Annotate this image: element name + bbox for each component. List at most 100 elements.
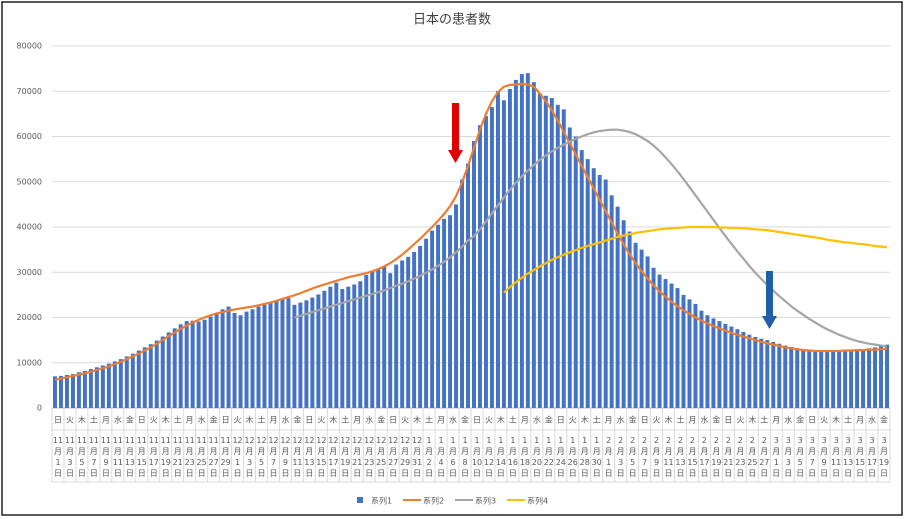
- weekday-label: 水: [365, 415, 373, 425]
- weekday-label: 日: [138, 416, 146, 425]
- x-tick-label: 11 月 7 日: [89, 436, 99, 478]
- weekday-label: 月: [688, 416, 696, 425]
- bar: [807, 350, 812, 408]
- weekday-label: 木: [413, 415, 421, 425]
- weekday-label: 月: [605, 416, 613, 425]
- blue-arrow-head: [762, 316, 777, 329]
- plot: 0 10000 20000 30000 40000 50000 60000 70000 8000…: [17, 42, 891, 506]
- bar: [783, 345, 788, 408]
- x-tick-label: 11 月 1 日: [53, 436, 63, 478]
- bar: [340, 288, 345, 408]
- bar: [106, 363, 111, 408]
- red-arrow-shaft: [452, 103, 459, 153]
- y-tick-label: 60000: [17, 132, 42, 141]
- bar: [286, 298, 291, 408]
- legend-label: 系列2: [423, 496, 444, 506]
- bar: [705, 315, 710, 408]
- weekday-label: 土: [677, 415, 685, 425]
- x-tick-label: 2 月 25 日: [747, 436, 757, 478]
- x-tick-label: 3 月 13 日: [843, 436, 853, 478]
- bar: [166, 332, 171, 408]
- bar: [238, 315, 243, 408]
- x-tick-label: 2 月 15 日: [687, 436, 697, 478]
- x-tick-label: 1 月 28 日: [580, 436, 590, 478]
- bar: [316, 294, 321, 408]
- bar: [364, 274, 369, 408]
- weekday-label: 土: [760, 415, 768, 425]
- bar: [412, 251, 417, 408]
- weekday-label: 土: [425, 415, 433, 425]
- bar: [454, 204, 459, 408]
- bar: [711, 318, 716, 408]
- bar: [148, 344, 153, 408]
- weekday-label: 月: [269, 416, 277, 425]
- weekday-label: 水: [700, 415, 708, 425]
- x-tick-label: 11 月 27 日: [209, 436, 219, 478]
- y-tick-label: 50000: [17, 177, 42, 186]
- bar: [675, 288, 680, 408]
- bar: [466, 163, 470, 408]
- bar: [64, 374, 69, 408]
- bar: [513, 79, 518, 408]
- x-tick-label: 12 月 5 日: [256, 436, 266, 478]
- weekday-label: 土: [258, 415, 266, 425]
- bar: [765, 340, 770, 408]
- y-tick-label: 80000: [17, 42, 42, 51]
- x-tick-label: 11 月 17 日: [149, 436, 159, 478]
- weekday-label: 木: [329, 415, 337, 425]
- bar: [567, 127, 572, 408]
- bar: [681, 294, 686, 408]
- bar: [478, 125, 482, 408]
- bar: [358, 281, 363, 408]
- x-tick-label: 11 月 25 日: [197, 436, 207, 478]
- bar: [112, 361, 117, 408]
- weekday-label: 月: [772, 416, 780, 425]
- bar: [753, 336, 758, 408]
- weekday-label: 土: [341, 415, 349, 425]
- x-tick-label: 3 月 15 日: [855, 436, 865, 478]
- bar: [250, 309, 255, 408]
- bar: [507, 88, 512, 409]
- bar: [495, 91, 500, 408]
- x-tick-label: 12 月 13 日: [304, 436, 314, 478]
- x-tick-label: 12 月 15 日: [316, 436, 326, 478]
- weekday-label: 金: [712, 415, 720, 425]
- x-tick-label: 12 月 23 日: [364, 436, 374, 478]
- x-tick-label: 1 月 18 日: [520, 436, 530, 478]
- bar: [645, 256, 650, 408]
- bar: [160, 336, 165, 408]
- line-series: [503, 225, 888, 294]
- bar: [621, 220, 626, 408]
- x-tick-label: 12 月 31 日: [412, 436, 422, 478]
- x-tick-label: 2 月 23 日: [735, 436, 745, 478]
- bar: [220, 309, 225, 408]
- bar: [831, 351, 836, 408]
- bar: [436, 224, 441, 408]
- x-tick-label: 1 月 30 日: [592, 436, 602, 478]
- weekday-label: 日: [641, 416, 649, 425]
- x-tick-label: 12 月 11 日: [292, 436, 302, 478]
- legend-label: 系列3: [475, 496, 496, 506]
- bar: [196, 321, 201, 408]
- bar: [448, 215, 453, 408]
- weekday-label: 木: [497, 415, 505, 425]
- bar: [394, 264, 399, 408]
- bar: [322, 290, 327, 408]
- weekday-label: 水: [784, 415, 792, 425]
- bar: [136, 350, 141, 408]
- bar: [639, 249, 644, 408]
- weekday-label: 木: [581, 415, 589, 425]
- bar: [585, 159, 590, 408]
- weekday-label: 火: [234, 416, 242, 425]
- bar: [442, 218, 447, 408]
- weekday-label: 月: [186, 416, 194, 425]
- weekday-label: 金: [796, 415, 804, 425]
- bar: [244, 311, 249, 408]
